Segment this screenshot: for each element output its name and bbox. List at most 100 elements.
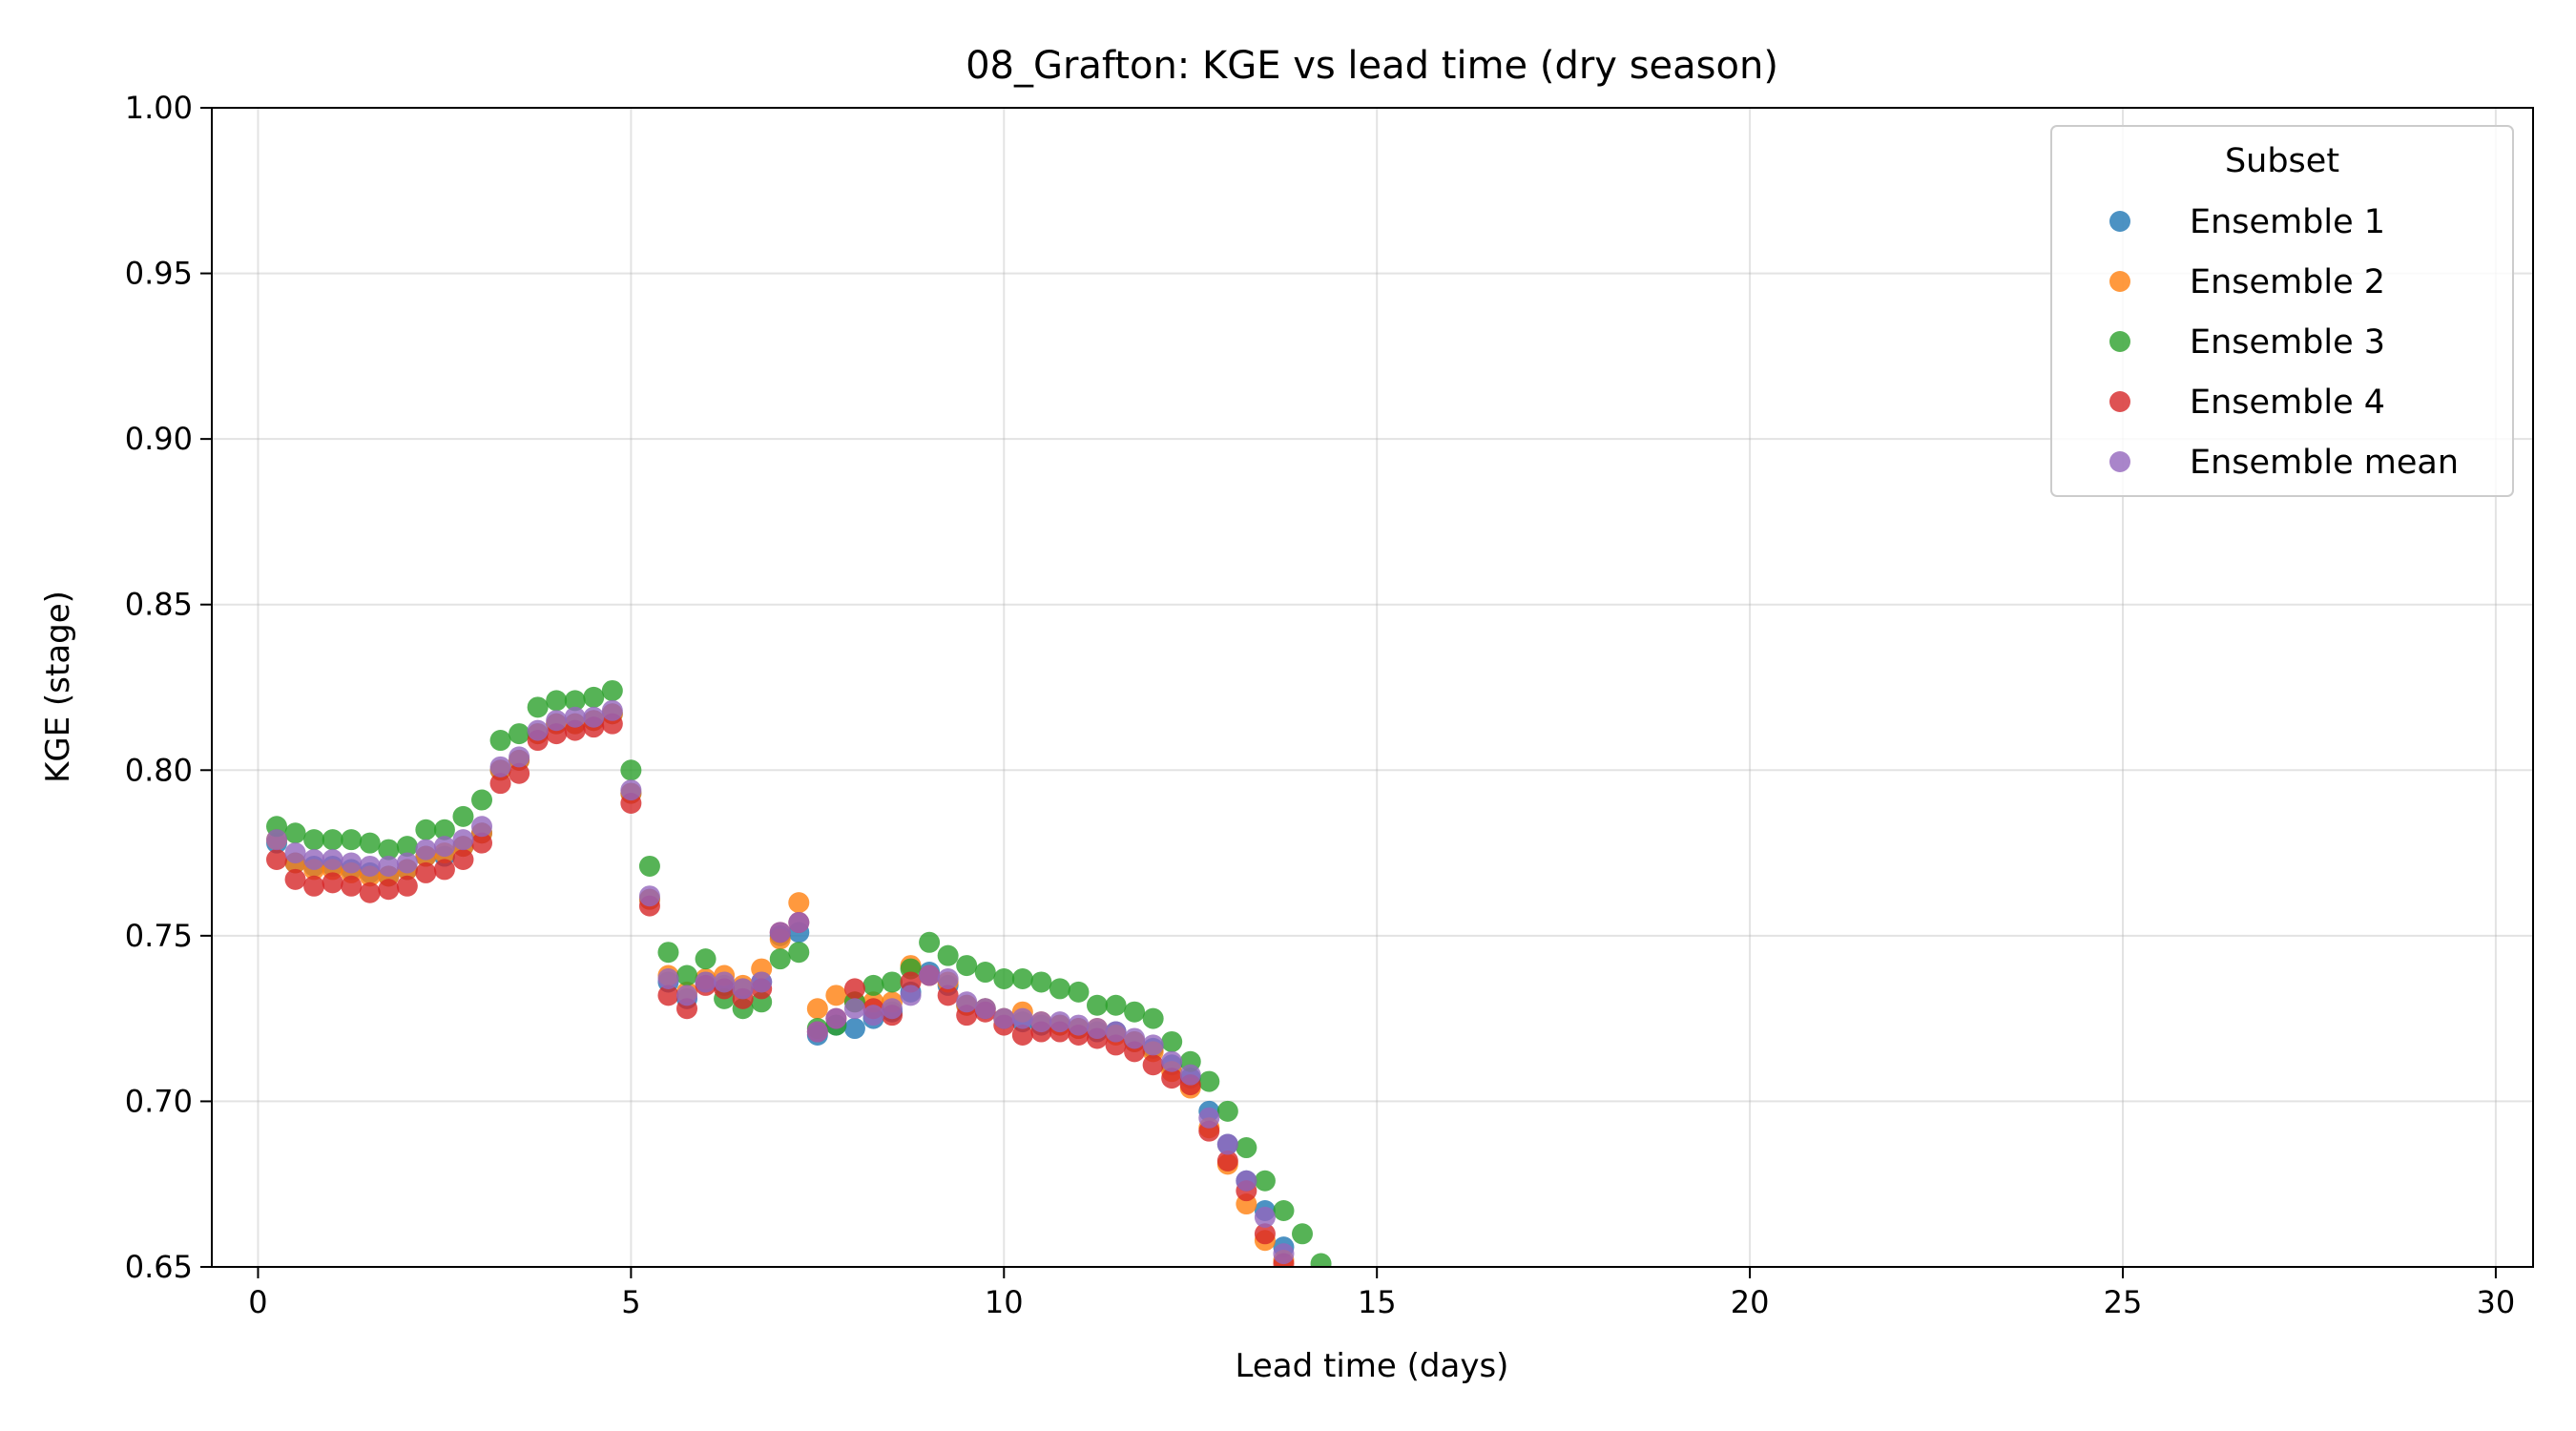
data-point-series-4 [415, 861, 437, 883]
data-point-series-3 [1049, 978, 1070, 1000]
legend-marker [2109, 271, 2130, 292]
data-point-series-3 [1254, 1170, 1276, 1192]
x-axis-ticks: 0 5 10 15 20 25 30 [248, 1267, 2515, 1320]
data-point-series-3 [937, 944, 959, 966]
y-tick-label: 0.95 [125, 256, 193, 292]
data-point-series-5 [1254, 1206, 1276, 1228]
y-tick-label: 0.80 [125, 752, 193, 788]
data-point-series-3 [396, 836, 418, 858]
data-point-series-3 [695, 948, 717, 970]
data-point-series-4 [452, 849, 474, 871]
legend-label: Ensemble 3 [2190, 323, 2385, 362]
data-point-series-3 [956, 955, 978, 977]
data-point-series-3 [1161, 1030, 1183, 1052]
data-point-series-4 [284, 868, 306, 890]
data-point-series-5 [1087, 1018, 1109, 1040]
data-point-series-5 [396, 852, 418, 874]
y-axis-label: KGE (stage) [39, 591, 77, 783]
data-point-series-3 [489, 730, 511, 752]
data-point-series-3 [919, 931, 941, 953]
y-tick-label: 1.00 [125, 90, 193, 126]
data-point-series-5 [1142, 1034, 1164, 1056]
data-point-series-5 [1068, 1014, 1090, 1036]
data-point-series-3 [415, 819, 437, 840]
data-point-series-4 [489, 773, 511, 795]
data-point-series-5 [341, 852, 363, 874]
data-point-series-3 [1198, 1070, 1220, 1092]
data-point-series-3 [303, 829, 325, 851]
data-point-series-5 [732, 978, 754, 1000]
legend-label: Ensemble mean [2190, 444, 2459, 482]
data-point-series-3 [341, 829, 363, 851]
data-point-series-3 [322, 829, 343, 851]
data-point-series-5 [843, 998, 865, 1020]
data-point-series-4 [341, 875, 363, 897]
data-point-series-5 [919, 964, 941, 986]
legend-marker [2109, 211, 2130, 232]
data-point-series-3 [1030, 971, 1052, 993]
data-point-series-5 [1124, 1027, 1146, 1049]
data-point-series-3 [1068, 981, 1090, 1003]
data-point-series-4 [657, 985, 679, 1006]
x-tick-label: 15 [1358, 1284, 1397, 1320]
data-point-series-5 [303, 849, 325, 871]
data-point-series-3 [657, 942, 679, 964]
data-point-series-5 [862, 1005, 884, 1027]
data-point-series-5 [638, 885, 660, 907]
data-point-series-3 [509, 723, 530, 745]
data-point-series-4 [1161, 1068, 1183, 1089]
data-point-series-5 [471, 816, 493, 838]
data-point-series-5 [937, 967, 959, 989]
data-point-series-3 [1310, 1253, 1332, 1267]
data-point-series-3 [1124, 1001, 1146, 1023]
data-point-series-5 [657, 967, 679, 989]
data-point-series-1 [843, 1018, 865, 1040]
data-point-series-5 [993, 1007, 1015, 1029]
data-point-series-5 [1236, 1170, 1257, 1192]
data-point-series-5 [1011, 1007, 1033, 1029]
data-point-series-4 [1254, 1223, 1276, 1245]
data-point-series-3 [527, 696, 549, 718]
data-point-series-3 [378, 839, 400, 861]
data-point-series-3 [1236, 1137, 1257, 1159]
data-point-series-5 [695, 971, 717, 993]
data-point-series-3 [638, 855, 660, 877]
data-point-series-4 [843, 978, 865, 1000]
data-point-series-5 [882, 998, 904, 1020]
x-tick-label: 30 [2477, 1284, 2516, 1320]
y-tick-label: 0.90 [125, 421, 193, 457]
data-point-series-3 [359, 832, 381, 854]
data-point-series-5 [1179, 1064, 1201, 1086]
legend-title: Subset [2225, 142, 2339, 180]
data-point-series-5 [974, 998, 996, 1020]
data-point-series-3 [974, 962, 996, 984]
data-point-series-3 [583, 686, 605, 708]
data-point-series-5 [1030, 1011, 1052, 1033]
x-tick-label: 0 [248, 1284, 267, 1320]
data-point-series-5 [1049, 1011, 1070, 1033]
data-point-series-5 [788, 911, 810, 933]
data-point-series-5 [1161, 1050, 1183, 1072]
data-point-series-3 [788, 942, 810, 964]
data-point-series-4 [1142, 1054, 1164, 1076]
data-point-series-5 [564, 706, 586, 728]
data-point-series-3 [769, 948, 791, 970]
data-point-series-5 [433, 836, 455, 858]
data-point-series-3 [676, 964, 698, 986]
legend-marker [2109, 451, 2130, 472]
y-tick-label: 0.65 [125, 1249, 193, 1285]
data-point-series-3 [471, 789, 493, 811]
data-points [266, 679, 1332, 1267]
legend-label: Ensemble 1 [2190, 203, 2385, 241]
data-point-series-4 [378, 879, 400, 901]
data-point-series-5 [714, 971, 736, 993]
data-point-series-5 [378, 855, 400, 877]
data-point-series-4 [1011, 1025, 1033, 1046]
data-point-series-3 [1142, 1007, 1164, 1029]
y-axis-ticks: 0.65 0.70 0.75 0.80 0.85 0.90 0.95 1.00 [125, 90, 212, 1285]
data-point-series-5 [1198, 1107, 1220, 1129]
data-point-series-3 [1011, 967, 1033, 989]
data-point-series-4 [303, 875, 325, 897]
